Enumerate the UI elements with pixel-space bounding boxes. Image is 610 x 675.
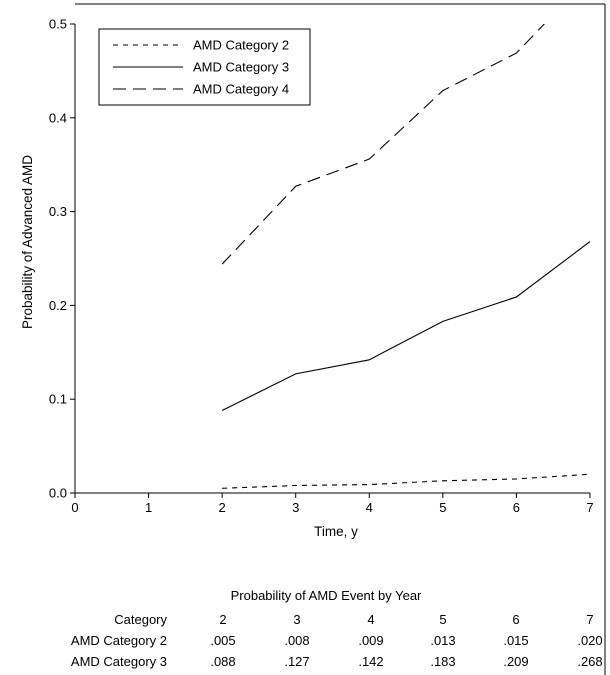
table-cell: .013 [430, 633, 455, 648]
table-cell: .015 [503, 633, 528, 648]
y-axis-title: Probability of Advanced AMD [20, 155, 35, 329]
table-cell: .088 [210, 654, 235, 669]
table-header-cell: Category [114, 612, 167, 627]
legend-label: AMD Category 3 [193, 60, 289, 75]
table-header-cell: 2 [219, 612, 226, 627]
y-tick-label: 0.4 [49, 110, 67, 125]
table-cell: AMD Category 3 [71, 654, 167, 669]
table-cell: .268 [577, 654, 602, 669]
table-cell: .005 [210, 633, 235, 648]
series-line-4 [221, 24, 546, 265]
x-tick-label: 1 [145, 500, 152, 515]
table-cell: .009 [358, 633, 383, 648]
table-cell: AMD Category 2 [71, 633, 167, 648]
table-cell: .183 [430, 654, 455, 669]
y-tick-label: 0.2 [49, 298, 67, 313]
x-tick-label: 7 [586, 500, 593, 515]
series-line-2 [222, 473, 591, 489]
legend-label: AMD Category 2 [193, 38, 289, 53]
axes: 0 1 2 3 4 5 6 7 0.0 0.1 0.2 0.3 0.4 0.5 [49, 17, 594, 516]
x-tick-label: 4 [366, 500, 373, 515]
x-tick-label: 5 [439, 500, 446, 515]
table-cell: .127 [284, 654, 309, 669]
table-header-cell: 7 [586, 612, 593, 627]
table-header-cell: 6 [512, 612, 519, 627]
plot-area [221, 24, 591, 489]
table-cell: .020 [577, 633, 602, 648]
y-tick-label: 0.0 [49, 486, 67, 501]
table-cell: .209 [503, 654, 528, 669]
table-header-cell: 3 [293, 612, 300, 627]
table-header-cell: 5 [439, 612, 446, 627]
x-tick-label: 0 [71, 500, 78, 515]
y-tick-label: 0.3 [49, 204, 67, 219]
x-tick-label: 6 [513, 500, 520, 515]
y-tick-label: 0.5 [49, 17, 67, 32]
table-title: Probability of AMD Event by Year [231, 588, 422, 603]
series-line-3 [221, 241, 591, 411]
table-cell: .142 [358, 654, 383, 669]
x-tick-label: 2 [219, 500, 226, 515]
y-tick-label: 0.1 [49, 392, 67, 407]
table-header-cell: 4 [367, 612, 374, 627]
x-axis-title: Time, y [314, 524, 358, 539]
x-tick-label: 3 [292, 500, 299, 515]
table-cell: .008 [284, 633, 309, 648]
legend-label: AMD Category 4 [193, 82, 289, 97]
data-table: Probability of AMD Event by Year Categor… [71, 588, 603, 669]
legend: AMD Category 2 AMD Category 3 AMD Category… [98, 28, 311, 106]
